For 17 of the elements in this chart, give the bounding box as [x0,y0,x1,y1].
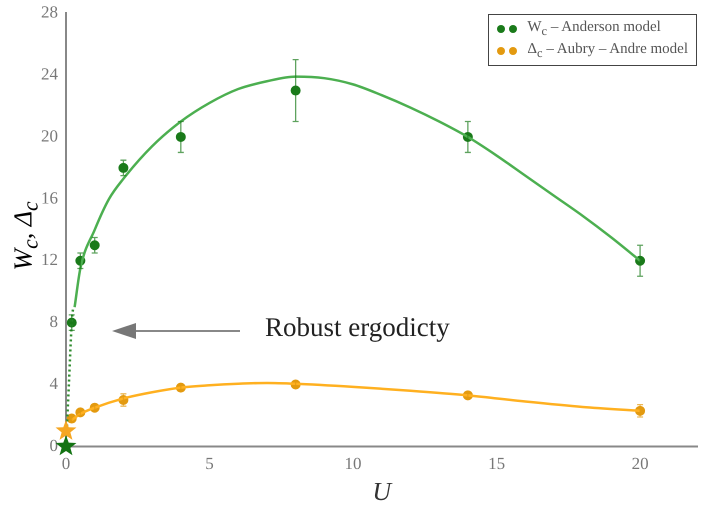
x-tick-label: 0 [62,454,70,474]
y-tick-label: 8 [50,312,58,332]
x-tick-label: 20 [632,454,649,474]
y-tick-label: 4 [50,374,58,393]
legend-label: Δ$_{c}$ – Aubry – Andre model [527,41,688,61]
legend-label: W$_{c}$ – Anderson model [527,19,661,39]
x-tick-label: 5 [205,454,214,474]
x-tick-label: 10 [344,454,362,474]
x-tick-label: 15 [488,454,506,474]
y-tick-label: 24 [41,64,58,84]
y-tick-label: 0 [50,436,58,455]
y-tick-label: 28 [41,2,58,22]
x-axis-title: U [372,477,394,506]
y-tick-label: 16 [41,188,58,208]
annotation: Robust ergodicty [265,312,450,343]
y-tick-label: 12 [41,250,58,270]
y-tick-label: 20 [41,126,58,146]
